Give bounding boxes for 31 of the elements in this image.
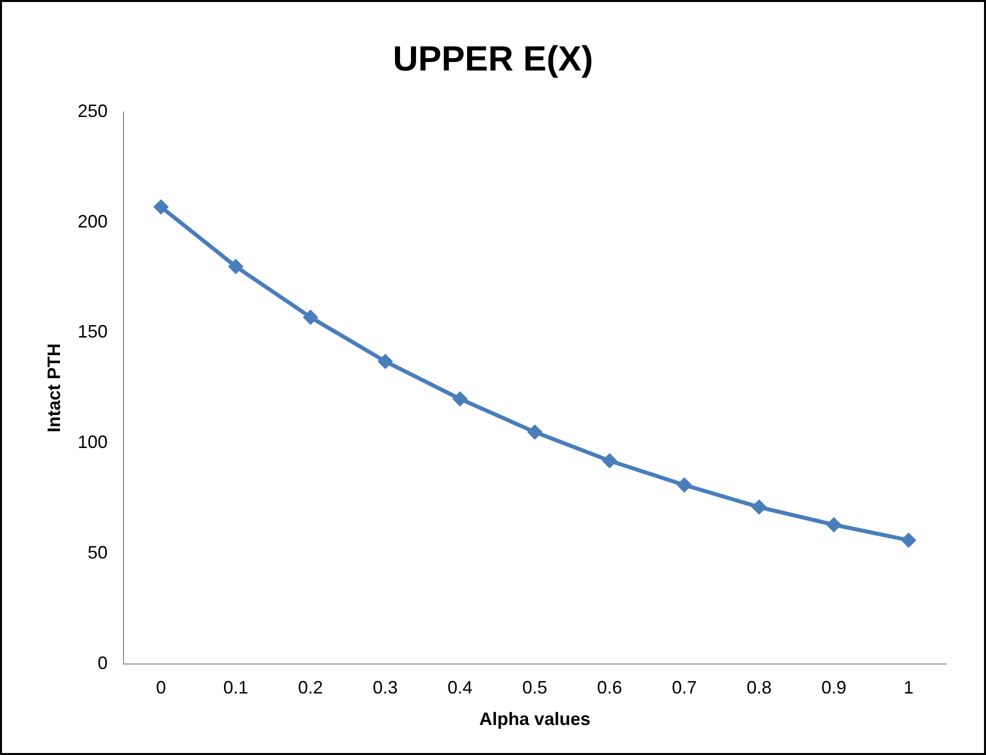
x-axis-title: Alpha values [479, 709, 590, 730]
point [752, 500, 767, 515]
point [303, 310, 318, 325]
point [378, 354, 393, 369]
x-tick-label: 0.3 [372, 678, 398, 698]
point [602, 453, 618, 468]
y-tick-label: 0 [98, 652, 108, 673]
y-tick-label: 50 [88, 542, 108, 562]
point [452, 391, 468, 406]
x-tick-label: 0.8 [746, 678, 772, 698]
point [154, 199, 169, 214]
x-tick-label: 0.9 [821, 678, 846, 698]
point [228, 259, 244, 274]
y-tick-label: 150 [78, 322, 108, 342]
point [676, 478, 692, 493]
x-tick-label: 0.2 [298, 678, 324, 698]
x-tick-label: 0.5 [522, 678, 548, 698]
y-axis-title: Intact PTH [44, 343, 64, 432]
x-tick-label: 0.1 [223, 678, 248, 698]
x-tick-label: 0.6 [597, 678, 622, 698]
y-tick-label: 200 [78, 211, 108, 232]
x-tick-label: 0.7 [672, 678, 697, 698]
y-tick-label: 250 [78, 100, 108, 121]
chart-title: UPPER E(X) [392, 40, 594, 79]
y-tick-label: 100 [78, 432, 108, 452]
x-tick-label: 0 [156, 678, 166, 698]
point [527, 424, 542, 440]
x-tick-label: 0.4 [448, 678, 473, 698]
x-tick-label: 1 [904, 678, 914, 698]
point [826, 517, 842, 532]
point [901, 532, 916, 548]
